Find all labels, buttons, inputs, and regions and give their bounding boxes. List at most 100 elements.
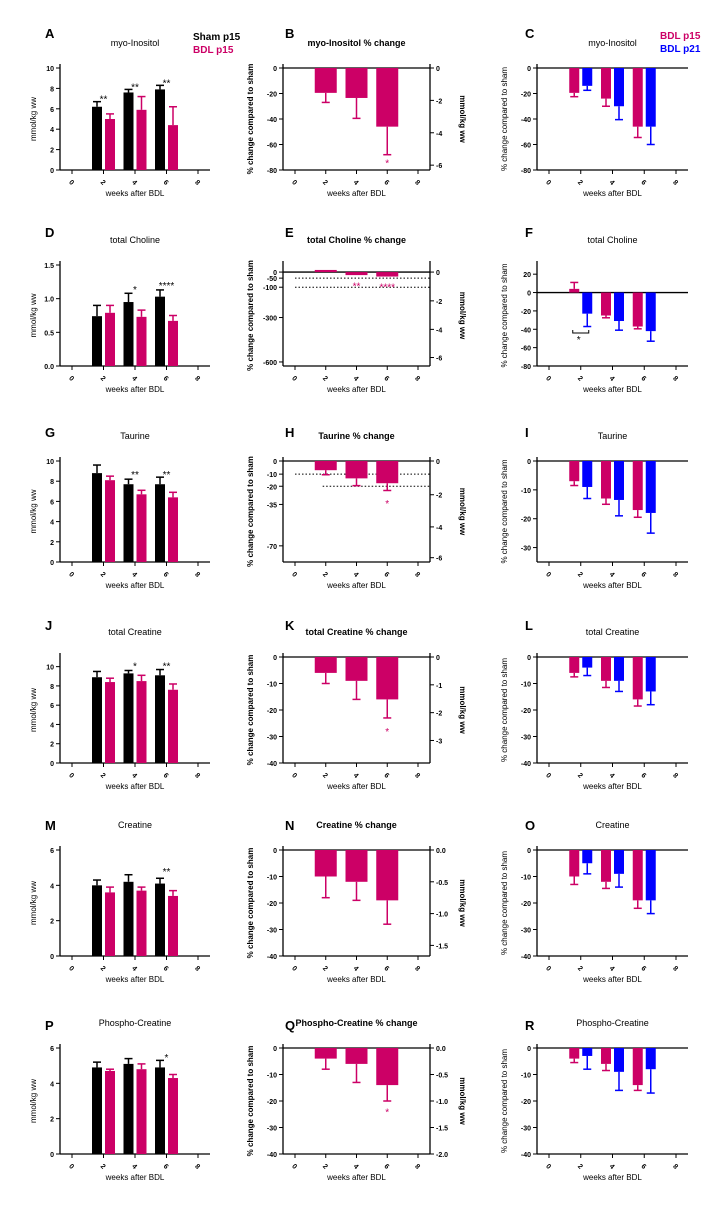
y-axis-label: mmol/kg ww <box>29 1079 38 1123</box>
bar-bdl-p21 <box>614 657 624 681</box>
y-tick-label: -80 <box>521 364 531 371</box>
y-tick-label: -70 <box>267 544 277 551</box>
significance-marker: * <box>385 727 389 738</box>
y-tick-label: -40 <box>267 117 277 124</box>
y-tick-label: 0 <box>50 761 54 768</box>
y-tick-label: -40 <box>267 1152 277 1159</box>
y-axis-label: % change compared to sham <box>246 848 255 959</box>
bar-sham-p15 <box>123 673 134 763</box>
bar-bdl-p15 <box>136 316 147 366</box>
bar-sham-p15 <box>123 302 134 366</box>
y2-axis-label: mmol/kg ww <box>458 1077 467 1125</box>
x-axis-label: weeks after BDL <box>582 975 642 984</box>
bar-bdl-p15 <box>376 657 399 700</box>
x-axis-label: weeks after BDL <box>105 782 165 791</box>
x-axis-label: weeks after BDL <box>326 189 386 198</box>
panel-label: J <box>45 618 52 633</box>
chart-title: myo-Inositol <box>588 38 637 48</box>
y-tick-label: -10 <box>267 682 277 689</box>
bar-bdl-p15 <box>345 272 368 276</box>
legend-entry: Sham p15 <box>193 32 241 43</box>
bar-sham-p15 <box>155 296 165 366</box>
x-tick-label: 8 <box>413 179 421 187</box>
x-tick-label: 0 <box>67 179 75 187</box>
x-tick-label: 8 <box>193 965 201 973</box>
y-axis-label: % change compared to sham <box>246 64 255 175</box>
y2-axis-label: mmol/kg ww <box>458 292 467 340</box>
x-tick-label: 6 <box>639 375 647 383</box>
y-tick-label: 0 <box>273 655 277 662</box>
y-tick-label: 6 <box>50 703 54 710</box>
x-tick-label: 0 <box>544 375 552 383</box>
y-tick-label: -30 <box>521 546 531 553</box>
y-tick-label: 6 <box>50 848 54 855</box>
x-axis-label: weeks after BDL <box>326 782 386 791</box>
x-tick-label: 0 <box>67 571 75 579</box>
y-tick-label: 0 <box>527 291 531 298</box>
x-tick-label: 6 <box>162 571 170 579</box>
chart-title: total Choline % change <box>307 235 406 245</box>
y2-tick-label: -6 <box>436 163 442 170</box>
y-tick-label: 1.0 <box>44 297 54 304</box>
y-tick-label: -40 <box>521 327 531 334</box>
y-tick-label: -20 <box>521 901 531 908</box>
y-axis-label: % change compared to sham <box>246 1046 255 1157</box>
chart-panel-o: O Creatine 0 -10 -20 -30 -40 % change compared … <box>500 818 688 984</box>
y2-tick-label: -4 <box>436 131 442 138</box>
x-axis-label: weeks after BDL <box>582 189 642 198</box>
x-tick-label: 6 <box>639 1163 647 1171</box>
y-axis-label: mmol/kg ww <box>29 293 38 337</box>
panel-label: H <box>285 425 294 440</box>
x-tick-label: 0 <box>67 965 75 973</box>
x-tick-label: 4 <box>352 1163 360 1171</box>
x-tick-label: 8 <box>413 375 421 383</box>
y-tick-label: 4 <box>50 520 54 527</box>
bar-bdl-p21 <box>582 850 593 864</box>
y-tick-label: -60 <box>521 346 531 353</box>
bar-bdl-p15 <box>632 68 643 127</box>
x-axis-label: weeks after BDL <box>582 385 642 394</box>
bar-bdl-p15 <box>632 1048 643 1086</box>
x-tick-label: 2 <box>99 1163 107 1171</box>
bar-bdl-p15 <box>314 850 337 877</box>
y2-axis-label: mmol/kg ww <box>458 879 467 927</box>
x-tick-label: 0 <box>67 1163 75 1171</box>
x-tick-label: 0 <box>290 965 298 973</box>
y-tick-label: -60 <box>267 143 277 150</box>
y-tick-label: 10 <box>46 459 54 466</box>
y-axis-label: mmol/kg ww <box>29 97 38 141</box>
bar-bdl-p15 <box>314 657 337 673</box>
y-tick-label: -20 <box>521 309 531 316</box>
bar-sham-p15 <box>123 484 134 562</box>
x-tick-label: 4 <box>352 571 360 579</box>
y-tick-label: 6 <box>50 107 54 114</box>
panel-label: M <box>45 818 56 833</box>
x-tick-label: 4 <box>608 571 616 579</box>
y2-tick-label: -2 <box>436 711 442 718</box>
legend-entry: BDL p21 <box>660 44 701 55</box>
bar-sham-p15 <box>92 1067 102 1154</box>
chart-title: total Creatine % change <box>305 627 407 637</box>
y2-tick-label: -3 <box>436 738 442 745</box>
bar-sham-p15 <box>155 675 165 763</box>
x-tick-label: 2 <box>99 772 107 780</box>
chart-title: Creatine <box>595 820 629 830</box>
y-axis-label: % change compared to sham <box>246 260 255 371</box>
x-tick-label: 6 <box>639 179 647 187</box>
bar-bdl-p21 <box>614 68 624 107</box>
bar-bdl-p15 <box>632 292 643 327</box>
y-tick-label: -10 <box>521 682 531 689</box>
y-tick-label: -20 <box>267 1099 277 1106</box>
y-tick-label: 20 <box>523 272 531 279</box>
panel-label: F <box>525 225 533 240</box>
bar-bdl-p15 <box>376 850 399 901</box>
y-tick-label: -40 <box>521 117 531 124</box>
bar-sham-p15 <box>155 89 165 170</box>
x-tick-label: 2 <box>321 375 329 383</box>
x-tick-label: 0 <box>544 772 552 780</box>
bar-bdl-p15 <box>105 1070 115 1154</box>
bar-bdl-p15 <box>168 320 178 366</box>
y-tick-label: 2 <box>50 148 54 155</box>
